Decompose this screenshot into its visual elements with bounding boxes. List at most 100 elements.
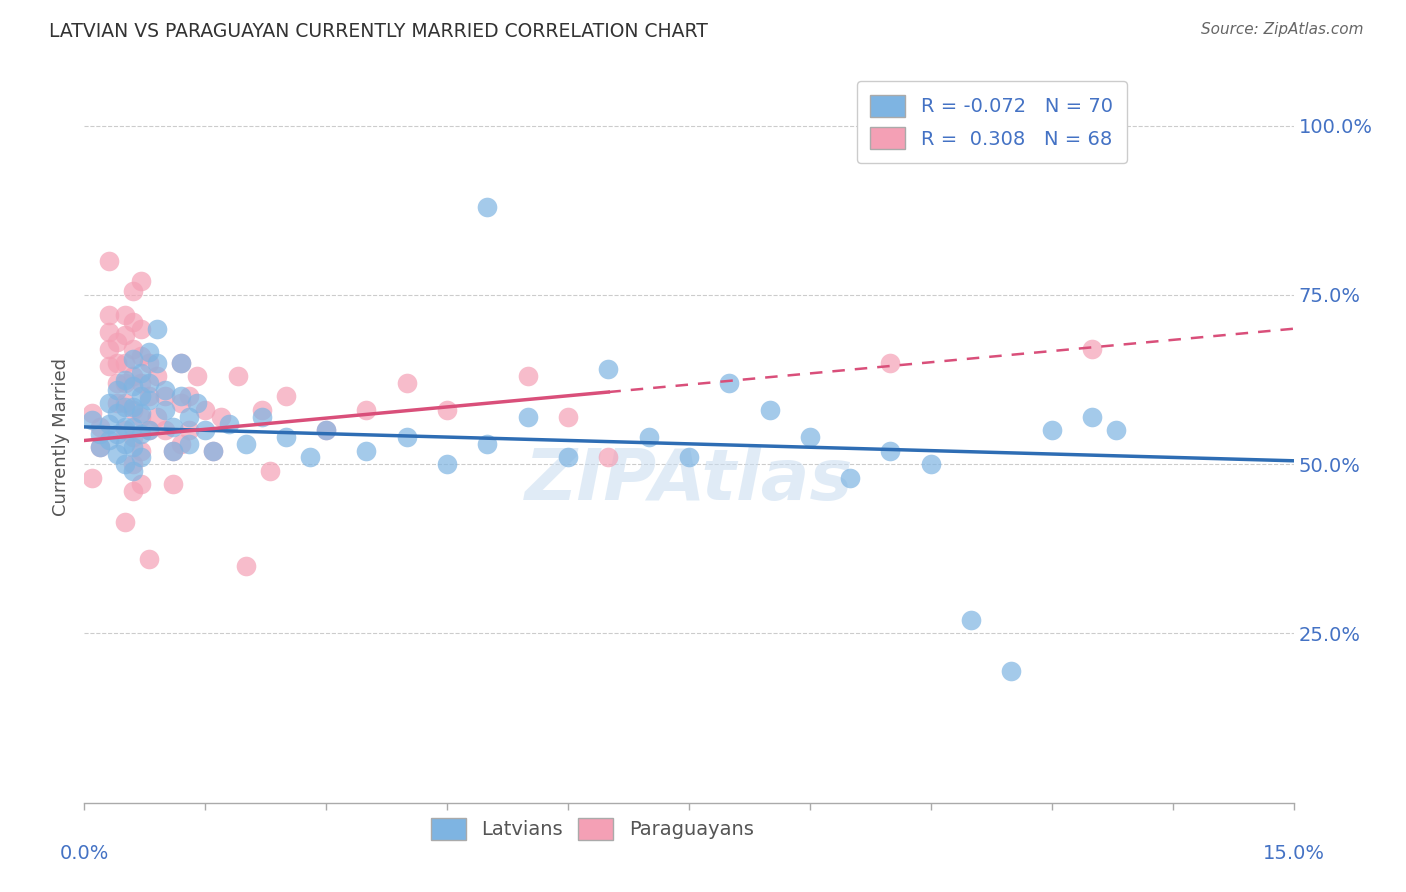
Point <box>162 477 184 491</box>
Point <box>235 558 257 573</box>
Point <box>1105 423 1128 437</box>
Point <box>678 450 700 465</box>
Point <box>97 342 120 356</box>
Point <box>129 389 152 403</box>
Point <box>162 443 184 458</box>
Point <box>114 420 136 434</box>
Point <box>129 450 152 465</box>
Point <box>395 376 418 390</box>
Point <box>82 471 104 485</box>
Point <box>97 417 120 431</box>
Point <box>1040 423 1063 437</box>
Point <box>129 409 152 424</box>
Point <box>179 423 201 437</box>
Y-axis label: Currently Married: Currently Married <box>52 358 70 516</box>
Point <box>129 322 152 336</box>
Point <box>1081 342 1104 356</box>
Text: 15.0%: 15.0% <box>1263 845 1324 863</box>
Point <box>105 426 128 441</box>
Point <box>598 450 620 465</box>
Point <box>138 345 160 359</box>
Point <box>138 355 160 369</box>
Point <box>121 369 143 384</box>
Point <box>121 420 143 434</box>
Point <box>138 389 160 403</box>
Point <box>129 274 152 288</box>
Point <box>202 443 225 458</box>
Point <box>129 376 152 390</box>
Point <box>170 389 193 403</box>
Point <box>97 434 120 448</box>
Point <box>105 396 128 410</box>
Point <box>758 403 780 417</box>
Point <box>218 417 240 431</box>
Point <box>274 430 297 444</box>
Point <box>718 376 741 390</box>
Text: Source: ZipAtlas.com: Source: ZipAtlas.com <box>1201 22 1364 37</box>
Point <box>186 396 208 410</box>
Point <box>114 423 136 437</box>
Point <box>839 471 862 485</box>
Point <box>121 440 143 454</box>
Point <box>1000 664 1022 678</box>
Point <box>121 379 143 393</box>
Point <box>153 423 176 437</box>
Point <box>436 457 458 471</box>
Point <box>129 426 152 441</box>
Point <box>299 450 322 465</box>
Point <box>97 254 120 268</box>
Point <box>105 376 128 390</box>
Point <box>105 447 128 461</box>
Point <box>170 437 193 451</box>
Point <box>395 430 418 444</box>
Point <box>179 389 201 403</box>
Point <box>315 423 337 437</box>
Point <box>315 423 337 437</box>
Point <box>226 369 249 384</box>
Point <box>89 426 111 441</box>
Point <box>274 389 297 403</box>
Point <box>129 443 152 458</box>
Point <box>799 430 821 444</box>
Point <box>138 552 160 566</box>
Point <box>202 443 225 458</box>
Point <box>105 383 128 397</box>
Point <box>170 355 193 369</box>
Point <box>114 515 136 529</box>
Point <box>879 443 901 458</box>
Point <box>114 355 136 369</box>
Point <box>114 437 136 451</box>
Point <box>138 423 160 437</box>
Point <box>114 396 136 410</box>
Point <box>356 443 378 458</box>
Point <box>82 406 104 420</box>
Point <box>960 613 983 627</box>
Point <box>121 457 143 471</box>
Point <box>194 403 217 417</box>
Point <box>138 376 160 390</box>
Point <box>121 430 143 444</box>
Point <box>114 400 136 414</box>
Point <box>121 464 143 478</box>
Point <box>250 403 273 417</box>
Point <box>194 423 217 437</box>
Point <box>186 369 208 384</box>
Point <box>637 430 659 444</box>
Point <box>598 362 620 376</box>
Point <box>170 396 193 410</box>
Point <box>516 409 538 424</box>
Point <box>179 409 201 424</box>
Point <box>1081 409 1104 424</box>
Point <box>121 285 143 299</box>
Point <box>121 342 143 356</box>
Text: LATVIAN VS PARAGUAYAN CURRENTLY MARRIED CORRELATION CHART: LATVIAN VS PARAGUAYAN CURRENTLY MARRIED … <box>49 22 709 41</box>
Point <box>146 322 169 336</box>
Point <box>121 315 143 329</box>
Point <box>121 352 143 367</box>
Text: 0.0%: 0.0% <box>59 845 110 863</box>
Point <box>153 383 176 397</box>
Point <box>170 355 193 369</box>
Point <box>179 437 201 451</box>
Point <box>162 420 184 434</box>
Point <box>97 396 120 410</box>
